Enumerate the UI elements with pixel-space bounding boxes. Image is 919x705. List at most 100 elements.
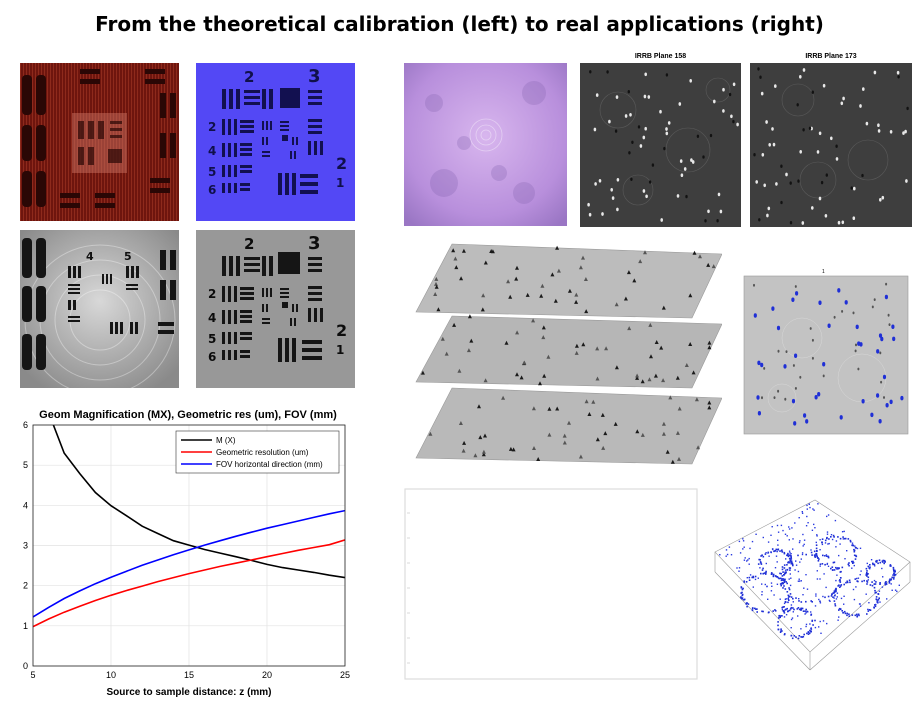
particle-dot <box>644 126 647 131</box>
reconstruction-plane <box>415 243 722 319</box>
track-point <box>767 551 770 554</box>
track-point <box>813 509 815 511</box>
track-point <box>725 555 727 557</box>
track-point <box>830 595 833 597</box>
track-point <box>800 636 802 638</box>
particle-dot <box>692 250 697 255</box>
track-point <box>798 635 801 637</box>
particle-dot <box>627 326 632 331</box>
particle-dot <box>639 144 643 148</box>
track-point <box>784 572 786 575</box>
particle-dot <box>626 270 631 275</box>
particle-dot <box>519 375 524 380</box>
particle-dot <box>691 370 696 375</box>
track-point <box>779 583 782 585</box>
irrb-plane-173-panel: IRRB Plane 173 <box>748 50 914 228</box>
track-point <box>839 586 841 588</box>
particle-dot <box>640 379 645 384</box>
track-point <box>827 556 830 559</box>
particle-dot <box>794 353 798 358</box>
track-point <box>811 529 814 531</box>
track-point <box>777 539 779 541</box>
track-point <box>870 559 873 561</box>
track-point <box>799 561 801 563</box>
particle-dot <box>638 259 643 264</box>
particle-dot <box>644 72 647 77</box>
track-point <box>856 615 858 617</box>
track-point <box>805 623 808 626</box>
track-point <box>892 566 895 569</box>
particle-dot <box>581 342 586 347</box>
track-point <box>759 567 761 569</box>
track-point <box>826 562 829 565</box>
track-point <box>780 524 783 527</box>
track-point <box>879 583 881 585</box>
track-point <box>821 543 824 546</box>
track-point <box>835 566 837 569</box>
track-point <box>786 591 789 593</box>
track-point <box>759 561 762 563</box>
particle-dot <box>855 343 857 347</box>
track-point <box>873 586 876 589</box>
track-point <box>819 578 821 580</box>
particle-dot <box>553 298 558 303</box>
plot-frame <box>32 424 346 667</box>
particle-dot <box>691 160 695 164</box>
particle-dot <box>661 421 666 426</box>
track-point <box>788 550 791 552</box>
track-point <box>856 577 858 580</box>
track-point <box>788 599 790 601</box>
track-point <box>797 607 800 609</box>
particle-dot <box>635 373 640 378</box>
x-tick-label: 20 <box>262 670 272 680</box>
track-point <box>891 576 893 579</box>
3d-particle-tracks <box>705 482 917 674</box>
track-point <box>889 564 892 566</box>
track-point <box>851 542 854 544</box>
particle-dot <box>789 181 792 185</box>
track-point <box>801 553 804 556</box>
track-point <box>837 536 839 538</box>
track-point <box>805 612 807 614</box>
track-point <box>794 569 796 571</box>
particle-dot <box>816 150 820 154</box>
track-point <box>851 560 853 563</box>
group-label: 1 <box>336 176 344 190</box>
track-point <box>728 546 731 548</box>
particle-dot <box>508 446 513 451</box>
track-point <box>754 575 757 578</box>
track-point <box>786 554 789 557</box>
track-point <box>834 519 837 522</box>
track-point <box>826 622 828 625</box>
particle-dot <box>601 212 604 216</box>
particle-dot <box>768 142 771 147</box>
particle-dot <box>780 200 783 205</box>
track-point <box>896 590 898 593</box>
track-point <box>801 552 804 554</box>
track-point <box>787 597 789 599</box>
particle-dot <box>588 212 592 217</box>
particle-dot <box>522 360 527 365</box>
particle-dot <box>506 279 511 284</box>
track-point <box>826 563 828 565</box>
track-point <box>890 583 892 585</box>
track-point <box>806 508 808 510</box>
track-point <box>783 602 786 605</box>
track-point <box>827 555 830 558</box>
particle-dot <box>881 195 885 200</box>
track-point <box>835 590 837 593</box>
particle-dot <box>501 395 506 400</box>
particle-dot <box>434 276 439 281</box>
track-point <box>837 585 839 587</box>
particle-dot <box>811 338 814 342</box>
particle-dot <box>587 412 592 416</box>
track-point <box>810 600 812 602</box>
track-point <box>764 573 767 575</box>
track-point <box>744 557 746 559</box>
particle-dot <box>761 396 763 400</box>
track-point <box>857 577 860 579</box>
x-tick-label: 5 <box>30 670 35 680</box>
track-point <box>797 637 800 640</box>
track-point <box>867 610 870 612</box>
track-point <box>852 560 854 563</box>
